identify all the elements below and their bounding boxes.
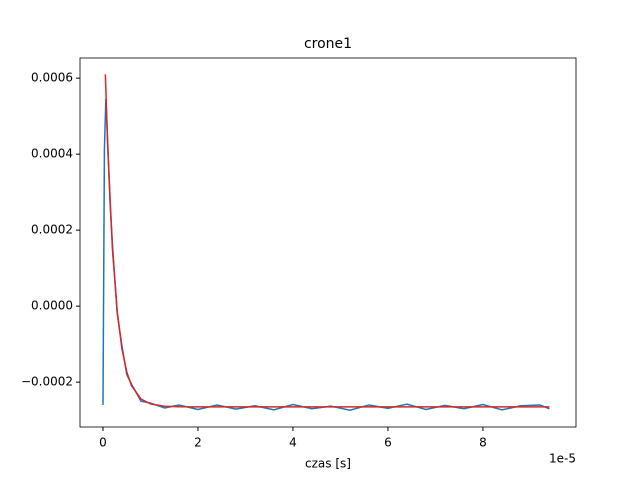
x-tick-label: 2 bbox=[194, 436, 202, 450]
y-tick-label: 0.0004 bbox=[31, 147, 73, 161]
chart-title: crone1 bbox=[304, 36, 352, 52]
y-tick-label: −0.0002 bbox=[21, 375, 73, 389]
x-tick-label: 0 bbox=[99, 436, 107, 450]
x-tick-label: 8 bbox=[479, 436, 487, 450]
series-line bbox=[104, 74, 550, 408]
x-tick-label: 6 bbox=[384, 436, 392, 450]
x-axis-label: czas [s] bbox=[305, 457, 351, 471]
plot-frame bbox=[79, 57, 577, 428]
x-tick-label: 4 bbox=[289, 436, 297, 450]
x-offset-label: 1e-5 bbox=[549, 452, 576, 466]
y-tick-label: 0.0000 bbox=[31, 299, 73, 313]
y-tick-label: 0.0006 bbox=[31, 71, 73, 85]
y-tick-label: 0.0002 bbox=[31, 223, 73, 237]
